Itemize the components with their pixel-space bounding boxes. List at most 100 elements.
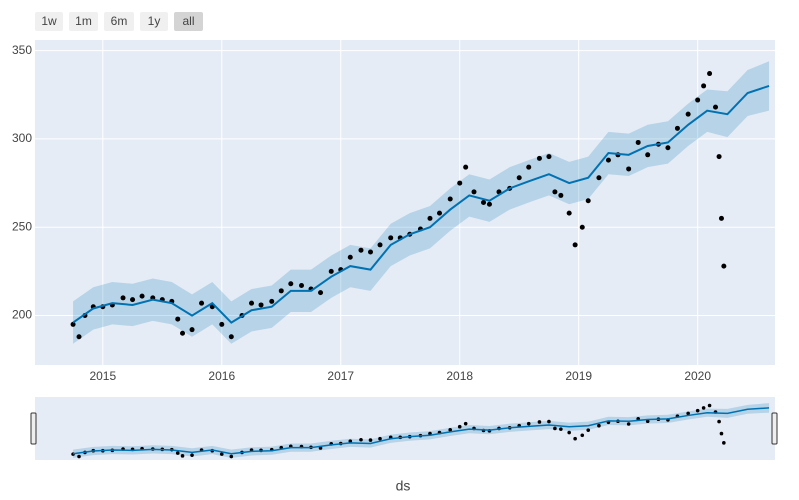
actual-point (180, 454, 185, 458)
range-button-label[interactable]: 1y (148, 14, 161, 28)
y-tick-label: 300 (12, 131, 32, 145)
range-button[interactable] (69, 12, 98, 31)
x-axis-label: ds (396, 478, 411, 494)
y-tick-label: 250 (12, 219, 32, 233)
slider-handle[interactable] (30, 412, 37, 445)
range-button-label[interactable]: 1m (75, 14, 92, 28)
actual-point (597, 423, 601, 428)
slider-handle[interactable] (771, 412, 778, 445)
actual-point (572, 242, 578, 248)
actual-point (457, 180, 463, 186)
range-button[interactable] (104, 12, 134, 31)
actual-point (318, 290, 324, 296)
actual-point (278, 288, 284, 294)
range-button[interactable] (35, 12, 63, 31)
actual-point (567, 430, 571, 435)
actual-point (437, 210, 443, 216)
actual-point (718, 215, 724, 221)
actual-point (546, 154, 552, 160)
forecast-line (72, 84, 770, 324)
y-tick-label: 200 (12, 308, 32, 322)
actual-point (190, 453, 194, 457)
x-tick-label: 2017 (327, 369, 354, 383)
actual-point (388, 235, 394, 241)
actual-point (175, 451, 180, 455)
x-tick-label: 2018 (446, 369, 473, 383)
actual-point (722, 441, 726, 445)
range-button[interactable] (140, 12, 168, 31)
actual-point (175, 316, 181, 322)
x-tick-label: 2015 (89, 369, 116, 383)
y-tick-label: 350 (12, 43, 32, 57)
actual-point (707, 403, 712, 408)
actual-point (481, 200, 487, 205)
uncertainty-band (73, 61, 770, 344)
actual-point (552, 189, 558, 195)
actual-point (249, 300, 255, 306)
actual-point (716, 154, 722, 160)
actual-point (199, 300, 205, 306)
actual-point (707, 71, 713, 77)
actual-point (605, 157, 611, 163)
actual-point (76, 334, 82, 340)
x-tick-label: 2019 (565, 369, 592, 383)
actual-point (719, 431, 724, 436)
actual-point (269, 298, 275, 304)
actual-point (368, 438, 373, 442)
actual-point (359, 437, 363, 442)
actual-point (559, 427, 563, 431)
actual-point (180, 330, 186, 336)
actual-point (328, 268, 334, 274)
actual-point (77, 454, 81, 459)
actual-point (695, 97, 701, 103)
actual-point (139, 293, 145, 299)
actual-point (701, 406, 706, 410)
actual-point (579, 224, 585, 230)
actual-point (367, 249, 373, 255)
actual-point (229, 454, 234, 459)
actual-point (626, 422, 631, 426)
actual-point (717, 419, 721, 424)
actual-point (189, 327, 195, 333)
range-button[interactable] (174, 12, 203, 31)
actual-point (471, 189, 477, 195)
actual-point (674, 125, 680, 131)
actual-point (558, 192, 564, 198)
actual-point (378, 436, 382, 441)
actual-point (358, 247, 364, 253)
actual-point (537, 420, 542, 424)
x-tick-label: 2016 (208, 369, 235, 383)
actual-point (228, 334, 234, 340)
actual-point (596, 175, 602, 181)
actual-point (580, 433, 585, 438)
actual-point (377, 242, 383, 248)
actual-point (258, 302, 264, 308)
actual-point (516, 175, 522, 181)
actual-point (635, 139, 641, 145)
actual-point (448, 428, 453, 432)
actual-point (547, 419, 551, 424)
actual-point (566, 210, 572, 216)
actual-point (695, 408, 700, 413)
actual-point (536, 155, 542, 161)
actual-point (685, 111, 691, 117)
actual-point (701, 83, 707, 89)
actual-point (486, 201, 492, 207)
actual-point (526, 421, 531, 426)
actual-point (70, 321, 76, 327)
actual-point (713, 104, 719, 110)
range-button-label[interactable]: all (182, 14, 194, 28)
actual-point (457, 424, 462, 429)
actual-point (120, 295, 126, 301)
actual-point (526, 164, 532, 170)
actual-point (219, 452, 224, 456)
actual-point (626, 166, 632, 172)
actual-point (463, 421, 468, 426)
actual-point (665, 145, 671, 151)
actual-point (447, 196, 453, 202)
actual-point (553, 426, 557, 431)
range-button-label[interactable]: 6m (111, 14, 128, 28)
range-button-label[interactable]: 1w (41, 14, 57, 28)
